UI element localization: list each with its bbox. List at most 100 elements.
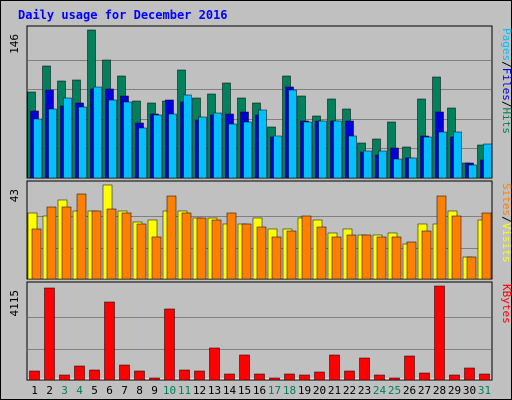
bar-kbytes-day-11 [179, 369, 190, 381]
x-tick-label-day-21: 21 [328, 384, 341, 397]
x-tick-label-day-15: 15 [238, 384, 251, 397]
bar-pages-day-30 [468, 164, 477, 179]
x-tick-label-day-31: 31 [478, 384, 491, 397]
bar-pages-day-17 [273, 135, 282, 179]
bar-sites-day-16 [256, 226, 267, 280]
x-tick-label-day-16: 16 [253, 384, 266, 397]
panel-border [26, 281, 493, 381]
bar-kbytes-day-15 [239, 354, 250, 381]
bar-sites-day-5 [91, 210, 102, 280]
legend-pages: Pages [500, 28, 512, 61]
bar-kbytes-day-10 [164, 308, 175, 381]
bar-sites-day-31 [481, 212, 492, 280]
y-max-label-kbytes: 4115 [8, 290, 21, 317]
bar-pages-day-18 [288, 89, 297, 179]
legend-kbytes: KBytes [500, 284, 512, 324]
legend-separator: / [500, 101, 512, 108]
bar-pages-day-9 [153, 114, 162, 179]
bar-pages-day-4 [78, 106, 87, 179]
bar-pages-day-10 [168, 113, 177, 179]
bar-kbytes-day-4 [74, 365, 85, 381]
bar-sites-day-12 [196, 217, 207, 280]
bar-sites-day-13 [211, 219, 222, 280]
bar-kbytes-day-28 [434, 285, 445, 381]
bar-pages-day-7 [123, 101, 132, 179]
bar-kbytes-day-29 [449, 374, 460, 381]
panel-hits-files-pages: 146 Pages/Files/Hits [8, 25, 512, 179]
bar-pages-day-24 [378, 150, 387, 179]
y-max-label-hits-files-pages: 146 [8, 34, 21, 54]
legend-separator: / [500, 61, 512, 68]
bar-pages-day-14 [228, 123, 237, 179]
bar-sites-day-29 [451, 215, 462, 280]
bar-kbytes-day-25 [389, 377, 400, 381]
bar-pages-day-25 [393, 158, 402, 179]
bar-pages-day-20 [318, 120, 327, 179]
bar-pages-day-22 [348, 135, 357, 179]
x-tick-label-day-8: 8 [136, 384, 143, 397]
x-tick-label-day-7: 7 [121, 384, 128, 397]
bar-pages-day-27 [423, 136, 432, 179]
x-tick-label-day-10: 10 [163, 384, 176, 397]
panel-visits-sites: 43 Sites/Visits [8, 180, 512, 280]
bar-pages-day-11 [183, 94, 192, 179]
chart-title: Daily usage for December 2016 [18, 8, 228, 22]
bar-kbytes-day-30 [464, 367, 475, 381]
bar-sites-day-22 [346, 234, 357, 280]
bar-sites-day-1 [31, 228, 42, 280]
bar-sites-day-9 [151, 236, 162, 280]
x-tick-label-day-2: 2 [46, 384, 53, 397]
bar-kbytes-day-27 [419, 372, 430, 381]
bar-pages-day-21 [333, 120, 342, 179]
legend-visits-sites: Sites/Visits [500, 183, 512, 263]
bar-sites-day-7 [121, 212, 132, 280]
bar-pages-day-28 [438, 131, 447, 179]
x-tick-label-day-9: 9 [151, 384, 158, 397]
bar-pages-day-1 [33, 118, 42, 179]
bar-pages-day-23 [363, 150, 372, 179]
bar-pages-day-3 [63, 97, 72, 179]
bar-kbytes-day-23 [359, 357, 370, 381]
legend-sites: Sites [500, 183, 512, 216]
bar-kbytes-day-16 [254, 373, 265, 381]
bar-kbytes-day-22 [344, 370, 355, 381]
panel-kbytes: 4115 KBytes [8, 281, 512, 381]
bar-sites-day-25 [391, 236, 402, 280]
bar-kbytes-day-26 [404, 355, 415, 381]
x-tick-label-day-13: 13 [208, 384, 221, 397]
bar-kbytes-day-31 [479, 373, 490, 381]
bar-pages-day-15 [243, 121, 252, 179]
bar-sites-day-11 [181, 212, 192, 280]
legend-kbytes: KBytes [500, 284, 512, 324]
legend-visits: Visits [500, 223, 512, 263]
bar-pages-day-29 [453, 131, 462, 179]
bar-kbytes-day-17 [269, 377, 280, 381]
bar-sites-day-21 [331, 236, 342, 280]
x-tick-label-day-30: 30 [463, 384, 476, 397]
bar-kbytes-day-21 [329, 354, 340, 381]
bar-kbytes-day-6 [104, 301, 115, 381]
bar-kbytes-day-1 [29, 370, 40, 381]
x-tick-label-day-29: 29 [448, 384, 461, 397]
x-tick-label-day-22: 22 [343, 384, 356, 397]
x-tick-label-day-25: 25 [388, 384, 401, 397]
x-tick-label-day-11: 11 [178, 384, 191, 397]
bar-pages-day-8 [138, 127, 147, 179]
bar-kbytes-day-5 [89, 369, 100, 381]
x-tick-label-day-27: 27 [418, 384, 431, 397]
x-tick-label-day-20: 20 [313, 384, 326, 397]
bar-pages-day-2 [48, 108, 57, 179]
bar-sites-day-17 [271, 236, 282, 280]
bar-pages-day-16 [258, 109, 267, 179]
bar-kbytes-day-3 [59, 374, 70, 381]
bar-kbytes-day-20 [314, 371, 325, 381]
x-tick-label-day-6: 6 [106, 384, 113, 397]
bar-pages-day-13 [213, 112, 222, 179]
bar-kbytes-day-14 [224, 373, 235, 381]
x-tick-label-day-12: 12 [193, 384, 206, 397]
bar-sites-day-30 [466, 256, 477, 280]
bar-sites-day-6 [106, 208, 117, 280]
bar-sites-day-28 [436, 195, 447, 280]
x-tick-label-day-23: 23 [358, 384, 371, 397]
bar-sites-day-23 [361, 234, 372, 280]
